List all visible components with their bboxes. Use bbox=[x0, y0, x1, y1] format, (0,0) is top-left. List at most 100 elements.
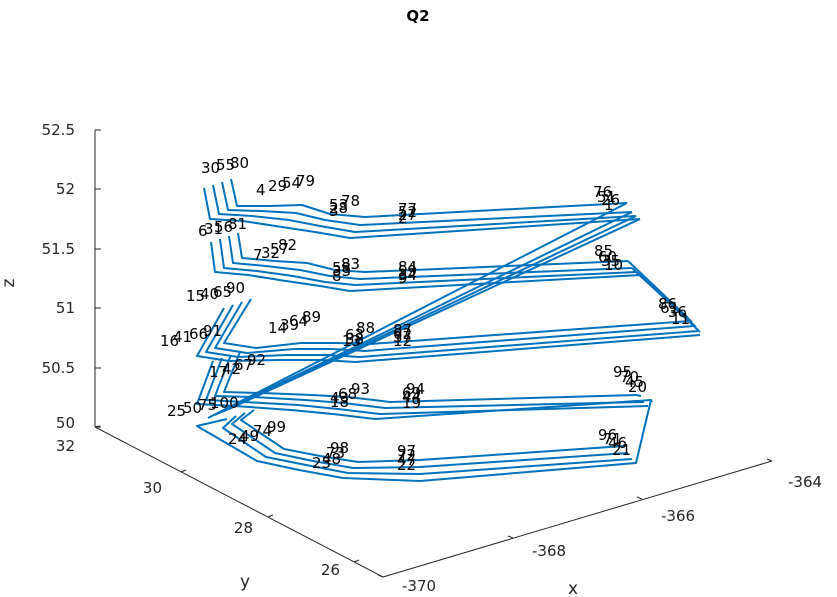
z-tick-label: 51.5 bbox=[42, 240, 75, 258]
point-label: 9 bbox=[398, 269, 408, 287]
point-label: 42 bbox=[222, 360, 241, 378]
point-label: 61 bbox=[660, 299, 679, 317]
trajectory-segment bbox=[210, 241, 641, 292]
point-label: 100 bbox=[210, 394, 239, 412]
trajectory-segment bbox=[205, 304, 699, 358]
point-label: 80 bbox=[230, 154, 249, 172]
point-label: 99 bbox=[267, 418, 286, 436]
point-label: 41 bbox=[173, 328, 192, 346]
z-axis-label: z bbox=[0, 278, 19, 287]
point-label: 25 bbox=[167, 402, 186, 420]
trajectory-segment bbox=[196, 307, 701, 363]
point-label: 29 bbox=[268, 177, 287, 195]
trajectory-segment bbox=[196, 399, 652, 482]
trajectory-segment bbox=[203, 187, 641, 239]
point-label: 68 bbox=[338, 385, 357, 403]
point-label: 3 bbox=[329, 202, 339, 220]
axes bbox=[94, 129, 773, 578]
point-label: 10 bbox=[604, 256, 623, 274]
point-label: 73 bbox=[326, 444, 345, 462]
trajectory-segment bbox=[214, 301, 695, 354]
point-label: 16 bbox=[160, 332, 179, 350]
point-label: 69 bbox=[402, 384, 421, 402]
point-label: 11 bbox=[671, 310, 690, 328]
trajectory-segment bbox=[222, 415, 633, 475]
trajectory-segment bbox=[228, 235, 633, 280]
point-label: 96 bbox=[598, 426, 617, 444]
point-label: 39 bbox=[280, 316, 299, 334]
trajectory-segment bbox=[205, 357, 649, 415]
point-label: 4 bbox=[256, 181, 266, 199]
trajectory-segment bbox=[237, 232, 629, 273]
point-label: 56 bbox=[214, 218, 233, 236]
point-label: 66 bbox=[189, 325, 208, 343]
point-label: 98 bbox=[330, 439, 349, 457]
x-tick-labels: -370 -368 -366 -364 bbox=[402, 473, 822, 595]
trajectory-segment bbox=[219, 238, 637, 286]
point-label: 15 bbox=[186, 287, 205, 305]
point-label: 7 bbox=[253, 246, 263, 264]
trajectory-segment bbox=[196, 360, 653, 420]
point-label: 31 bbox=[204, 220, 223, 238]
point-label: 94 bbox=[406, 380, 425, 398]
trajectory-lines bbox=[196, 178, 701, 482]
point-label: 52 bbox=[398, 203, 417, 221]
y-axis-line bbox=[94, 426, 384, 578]
point-label: 79 bbox=[296, 172, 315, 190]
point-label: 48 bbox=[322, 450, 341, 468]
point-label: 75 bbox=[198, 396, 217, 414]
point-label: 63 bbox=[345, 326, 364, 344]
point-label: 77 bbox=[398, 200, 417, 218]
point-label: 19 bbox=[402, 394, 421, 412]
point-label: 34 bbox=[398, 266, 417, 284]
point-label: 30 bbox=[201, 159, 220, 177]
point-label: 28 bbox=[329, 199, 348, 217]
x-axis-line bbox=[382, 460, 773, 578]
point-label: 82 bbox=[278, 236, 297, 254]
trajectory-segment bbox=[207, 202, 628, 419]
point-label: 59 bbox=[398, 262, 417, 280]
point-label: 70 bbox=[620, 368, 639, 386]
point-label: 84 bbox=[398, 258, 417, 276]
point-label: 71 bbox=[603, 430, 622, 448]
point-label: 90 bbox=[226, 279, 245, 297]
point-label: 12 bbox=[393, 332, 412, 350]
point-label: 86 bbox=[658, 295, 677, 313]
trajectory-segment bbox=[639, 274, 701, 333]
point-label: 95 bbox=[613, 363, 632, 381]
trajectory-segment bbox=[214, 354, 645, 409]
point-label: 72 bbox=[397, 446, 416, 464]
point-label: 67 bbox=[234, 356, 253, 374]
point-label: 57 bbox=[270, 240, 289, 258]
point-label: 50 bbox=[183, 399, 202, 417]
point-label: 83 bbox=[341, 255, 360, 273]
x-tick-label: -368 bbox=[532, 542, 566, 560]
y-tick-label: 26 bbox=[321, 561, 340, 579]
y-tick-labels: 32 30 28 26 bbox=[56, 437, 340, 579]
y-tick-label: 28 bbox=[234, 519, 253, 537]
trajectory-segment bbox=[228, 218, 641, 410]
trajectory-segment bbox=[214, 211, 633, 416]
x-tick-label: -364 bbox=[788, 473, 822, 491]
point-label: 13 bbox=[342, 332, 361, 350]
point-label: 44 bbox=[402, 388, 421, 406]
point-label: 40 bbox=[200, 285, 219, 303]
point-label: 23 bbox=[312, 454, 331, 472]
point-label: 62 bbox=[393, 325, 412, 343]
point-label: 89 bbox=[302, 308, 321, 326]
point-label: 6 bbox=[198, 222, 208, 240]
point-label: 17 bbox=[209, 363, 228, 381]
point-label: 65 bbox=[213, 283, 232, 301]
point-label: 92 bbox=[247, 351, 266, 369]
point-label: 18 bbox=[330, 393, 349, 411]
point-label: 8 bbox=[332, 267, 342, 285]
point-label: 91 bbox=[203, 322, 222, 340]
x-tick-label: -370 bbox=[402, 577, 436, 595]
point-label: 58 bbox=[332, 259, 351, 277]
point-label: 78 bbox=[341, 192, 360, 210]
point-label: 24 bbox=[228, 430, 247, 448]
point-label: 32 bbox=[261, 244, 280, 262]
point-label: 53 bbox=[329, 196, 348, 214]
